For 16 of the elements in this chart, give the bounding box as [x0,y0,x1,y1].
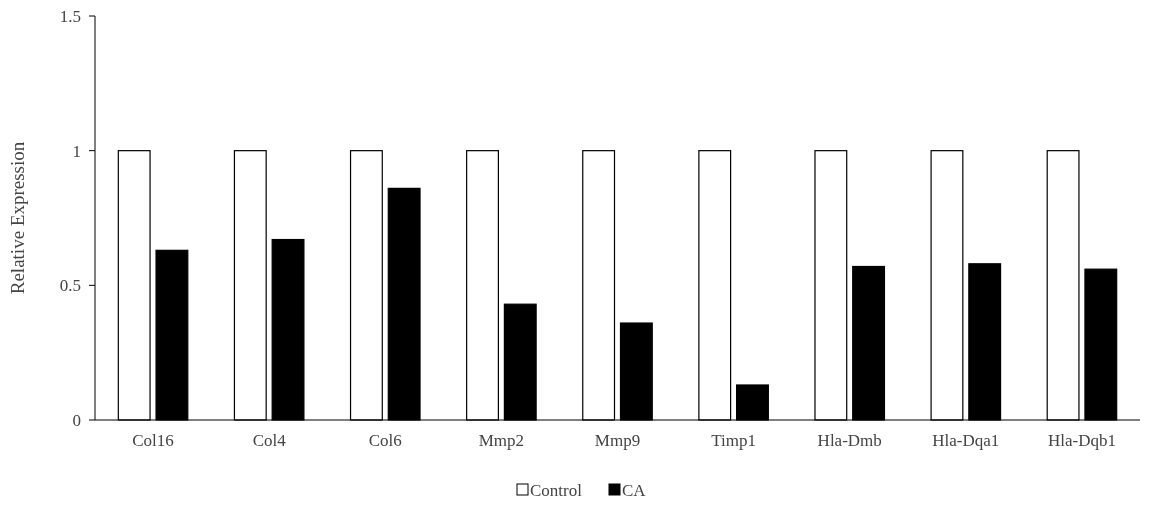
x-tick-label: Mmp9 [594,431,641,450]
legend-label: Control [530,480,583,500]
x-tick-label: Hla-Dmb [817,431,882,450]
y-tick-label: 0 [72,410,81,430]
y-axis-title: Relative Expression [7,141,28,295]
x-tick-label: Timp1 [711,431,756,450]
x-tick-label: Hla-Dqa1 [932,431,1000,450]
y-tick-label: 0.5 [59,276,81,296]
x-tick-label: Col16 [132,431,174,450]
x-tick-label: Hla-Dqb1 [1047,431,1116,450]
y-tick-label: 1 [72,141,81,161]
x-tick-label: Col4 [252,431,287,450]
legend-label: CA [622,480,647,500]
y-tick-label: 1.5 [59,6,81,26]
x-tick-label: Mmp2 [478,431,525,450]
x-tick-label: Col6 [368,431,402,450]
